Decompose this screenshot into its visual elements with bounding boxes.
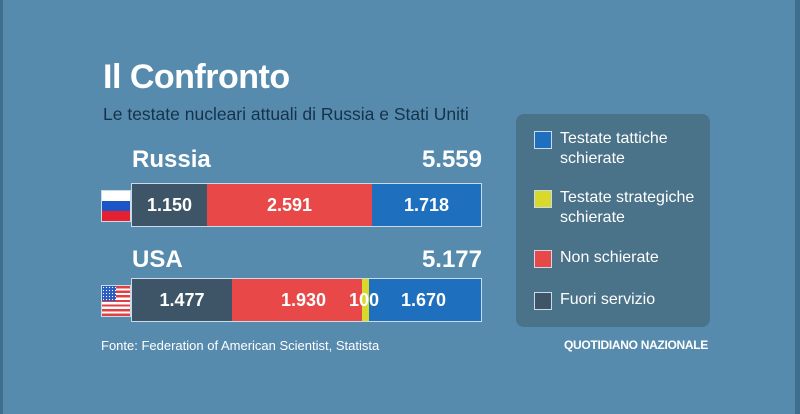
country-total-usa: 5.177 xyxy=(421,246,482,273)
brand-logo: QUOTIDIANO NAZIONALE xyxy=(564,338,708,352)
left-edge xyxy=(0,0,3,414)
bar-segment-strategiche-schierate xyxy=(362,279,369,321)
segment-value: 2.591 xyxy=(266,194,313,215)
legend-item-strategiche: Testate strategiche schierate xyxy=(534,188,720,228)
legend-label: Testate tattiche schierate xyxy=(560,130,668,167)
segment-value: 1.477 xyxy=(159,289,205,310)
legend-swatch-dark xyxy=(534,292,552,310)
legend-label: Fuori servizio xyxy=(560,291,656,308)
legend-swatch-yellow xyxy=(534,190,552,208)
russia-flag-icon xyxy=(101,190,131,222)
legend-item-tattiche: Testate tattiche schierate xyxy=(534,129,720,169)
segment-value: 1.150 xyxy=(146,194,193,215)
bar-usa: 1.477 1.930 1.670 xyxy=(131,278,482,322)
legend-swatch-red xyxy=(534,250,552,268)
chart-title: Il Confronto xyxy=(103,58,290,96)
legend-label: Non schierate xyxy=(560,249,659,266)
segment-value: 1.718 xyxy=(403,194,450,215)
source-note: Fonte: Federation of American Scientist,… xyxy=(101,338,380,353)
right-edge xyxy=(795,0,800,414)
segment-value-strategiche: 100 xyxy=(349,289,380,310)
bar-segment-non-schierate: 2.591 xyxy=(207,184,372,226)
country-label-usa: USA xyxy=(132,246,183,273)
usa-flag-icon xyxy=(101,285,131,317)
chart-subtitle: Le testate nucleari attuali di Russia e … xyxy=(103,104,469,124)
legend-label: Testate strategiche schierate xyxy=(560,189,695,226)
country-label-russia: Russia xyxy=(132,146,211,173)
bar-segment-non-schierate: 1.930 xyxy=(232,279,362,321)
bar-segment-fuori-servizio: 1.150 xyxy=(132,184,207,226)
bar-segment-fuori-servizio: 1.477 xyxy=(132,279,232,321)
bar-segment-tattiche-schierate: 1.670 xyxy=(369,279,481,321)
legend-item-non-schierate: Non schierate xyxy=(534,248,720,268)
segment-value: 1.930 xyxy=(280,289,326,310)
legend-item-fuori-servizio: Fuori servizio xyxy=(534,290,720,310)
country-total-russia: 5.559 xyxy=(421,146,482,173)
bar-russia: 1.150 2.591 1.718 xyxy=(131,183,482,227)
bar-segment-tattiche-schierate: 1.718 xyxy=(372,184,481,226)
legend: Testate tattiche schierate Testate strat… xyxy=(516,114,710,327)
legend-swatch-blue xyxy=(534,131,552,149)
segment-value: 1.670 xyxy=(401,289,447,310)
